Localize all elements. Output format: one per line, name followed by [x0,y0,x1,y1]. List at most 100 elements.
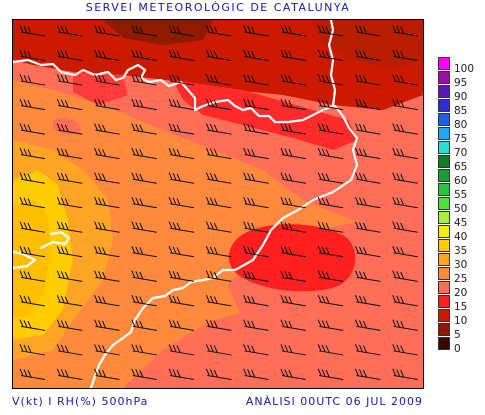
wind-barb [205,196,232,209]
wind-barb [317,98,344,111]
legend-item: 30 [438,253,485,271]
legend-item: 10 [438,309,485,327]
map-title: SERVEI METEOROLÒGIC DE CATALUNYA [85,1,351,14]
wind-barb [392,74,418,86]
wind-barb [56,49,83,62]
wind-barb [19,368,46,380]
humidity-wind-map [12,19,424,389]
wind-barb [317,196,344,209]
wind-barb [19,74,46,86]
legend-item: 20 [438,281,485,299]
wind-barb [243,123,269,135]
wind-barb [280,74,306,86]
wind-barb [392,147,418,160]
wind-barb [392,25,418,37]
wind-barb [168,221,195,233]
wind-barbs [19,25,418,380]
wind-barb [94,319,120,331]
wind-barb [168,295,195,307]
wind-barb [94,25,120,37]
legend-swatch [438,99,450,112]
wind-barb [243,368,269,380]
wind-barb [94,344,120,356]
legend-label: 20 [454,287,468,299]
wind-barb [56,196,83,209]
legend-swatch [438,169,450,182]
humidity-field [13,20,423,388]
legend-label: 30 [454,259,468,271]
wind-barb [131,172,157,184]
wind-barb [94,147,120,160]
wind-barb [392,319,418,331]
wind-barb [19,196,46,209]
wind-barb [243,270,269,282]
wind-barb [19,172,46,184]
wind-barb [56,245,83,258]
wind-barb [205,172,232,184]
wind-barb [168,172,195,184]
legend-swatch [438,85,450,98]
legend-swatch [438,211,450,224]
wind-barb [243,25,269,37]
legend-item: 95 [438,71,485,89]
wind-barb [354,74,381,86]
wind-barb [94,172,120,184]
wind-barb [317,49,344,62]
wind-barb [205,270,232,282]
wind-barb [131,25,157,37]
wind-barb [354,98,381,111]
wind-barb [243,147,269,160]
legend-item: 75 [438,127,485,145]
legend-item: 90 [438,85,485,103]
wind-barb [243,74,269,86]
wind-barb [392,221,418,233]
wind-barb [168,196,195,209]
legend-swatch [438,253,450,266]
legend-item: 5 [438,323,485,341]
wind-barb [94,270,120,282]
legend-label: 75 [454,133,468,145]
wind-barb [56,123,83,135]
legend-item: 15 [438,295,485,313]
wind-barb [131,98,157,111]
wind-barb [131,49,157,62]
wind-barb [243,245,269,258]
wind-barb [168,25,195,37]
legend-item: 55 [438,183,485,201]
wind-barb [392,49,418,62]
legend-label: 45 [454,217,468,229]
legend-item: 40 [438,225,485,243]
legend-swatch [438,141,450,154]
wind-barb [354,221,381,233]
wind-barb [205,147,232,160]
legend-item: 65 [438,155,485,173]
legend-swatch [438,225,450,238]
legend-swatch [438,309,450,322]
wind-barb [243,295,269,307]
legend-swatch [438,267,450,280]
wind-barb [131,319,157,331]
wind-barb [280,147,306,160]
legend-label: 85 [454,105,468,117]
legend-swatch [438,295,450,308]
wind-barb [205,344,232,356]
wind-barb [317,344,344,356]
wind-barb [205,74,232,86]
wind-barb [392,196,418,209]
analysis-time: ANÀLISI 00UTC 06 JUL 2009 [245,395,423,408]
wind-barb [280,270,306,282]
wind-barb [280,344,306,356]
legend-item: 35 [438,239,485,257]
wind-barb [280,49,306,62]
wind-barb [205,368,232,380]
wind-barb [280,295,306,307]
wind-barb [205,49,232,62]
wind-barb [205,98,232,111]
wind-barb [205,123,232,135]
wind-barb [280,123,306,135]
wind-barb [94,196,120,209]
wind-barb [317,270,344,282]
wind-barb [131,74,157,86]
wind-barb [354,196,381,209]
legend-item: 50 [438,197,485,215]
